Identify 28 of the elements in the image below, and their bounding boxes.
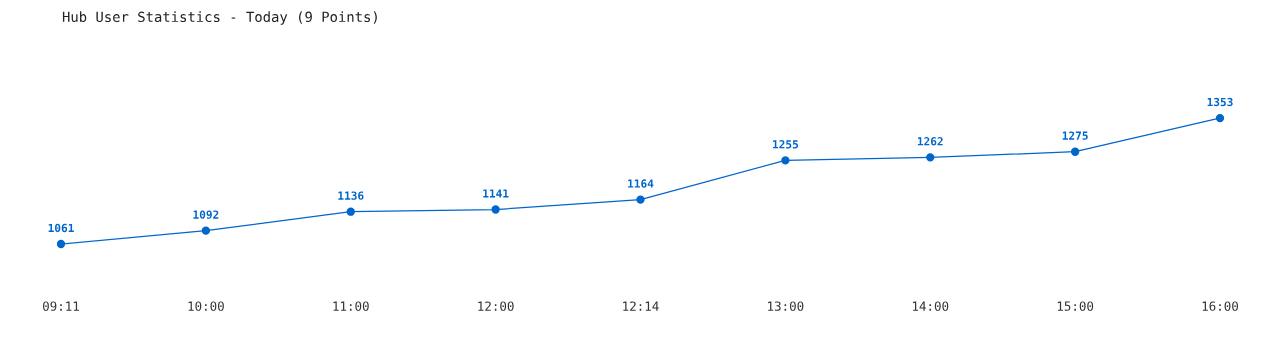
point (346, 207, 355, 216)
data-label: 1255 (773, 140, 798, 149)
point (636, 195, 645, 204)
x-tick-label: 12:14 (623, 301, 659, 311)
point (201, 226, 211, 235)
point (56, 239, 66, 249)
chart-title: Hub User Statistics - Today (9 Points) (62, 11, 377, 25)
x-tick-label: 13:00 (768, 301, 804, 311)
point (491, 205, 500, 214)
x-tick-label: 14:00 (912, 301, 949, 311)
data-label: 1275 (1062, 131, 1088, 140)
point (1215, 113, 1225, 123)
data-label: 1353 (1207, 97, 1233, 107)
point (1070, 147, 1080, 156)
data-label: 1141 (483, 189, 509, 198)
data-label: 1092 (193, 210, 219, 219)
x-tick-label: 16:00 (1202, 301, 1238, 311)
point (781, 156, 790, 165)
x-tick-label: 10:00 (188, 301, 224, 311)
x-tick-label: 12:00 (478, 301, 514, 311)
point (926, 153, 935, 162)
data-label: 1061 (48, 223, 74, 233)
x-tick-label: 15:00 (1057, 301, 1094, 311)
data-label: 1136 (338, 191, 364, 200)
data-label: 1164 (628, 179, 654, 188)
x-tick-label: 11:00 (333, 301, 369, 311)
x-tick-label: 09:11 (43, 301, 79, 311)
data-label: 1262 (917, 137, 943, 146)
